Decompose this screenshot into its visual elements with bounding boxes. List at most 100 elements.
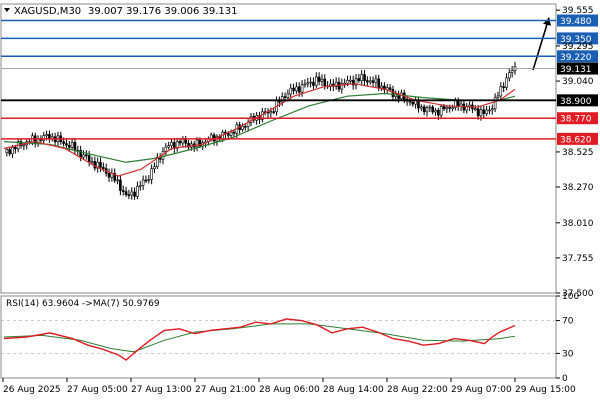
candle-body — [340, 83, 344, 90]
candle-body — [490, 108, 494, 111]
rsi-ma-line — [3, 323, 516, 353]
candle-body — [226, 133, 230, 136]
level-tag-label: 39.131 — [560, 65, 592, 75]
candle-body — [334, 81, 338, 87]
rsi-tick-label: 100 — [562, 292, 579, 302]
candle-body — [269, 111, 273, 114]
candle-body — [317, 76, 321, 82]
collapse-arrow-icon[interactable] — [4, 8, 10, 12]
candle-body — [65, 143, 68, 146]
candle-body — [510, 70, 514, 73]
candle-body — [360, 74, 364, 81]
candle-body — [195, 139, 199, 148]
time-tick-label: 28 Aug 14:00 — [323, 385, 384, 395]
candle-body — [11, 147, 14, 155]
rsi-line — [3, 318, 516, 361]
time-tick-label: 27 Aug 05:00 — [67, 385, 128, 395]
candle-body — [170, 142, 173, 146]
candle-body — [99, 161, 102, 168]
rsi-layer — [1, 318, 556, 361]
candle-body — [90, 161, 94, 163]
candle-body — [5, 149, 9, 153]
candle-body — [141, 179, 145, 186]
candle-body — [82, 154, 85, 158]
candle-body — [67, 145, 71, 148]
price-tick-label: 37.755 — [562, 254, 594, 264]
level-tag-resistance — [557, 14, 598, 27]
candle-body — [505, 77, 508, 88]
candle-body — [366, 80, 369, 83]
candle-body — [314, 76, 318, 86]
candle-body — [323, 78, 327, 87]
candle-body — [102, 166, 105, 169]
candle-body — [320, 78, 324, 82]
rsi-plot-area — [0, 295, 557, 379]
level-tag-pivot — [557, 94, 598, 107]
candle-body — [229, 131, 233, 136]
time-axis: 26 Aug 2025 27 Aug 05:00 27 Aug 13:00 27 Au… — [2, 378, 576, 395]
time-tick-label: 26 Aug 2025 — [3, 385, 61, 395]
candle-body — [119, 179, 122, 191]
rsi-pane: 100 70 30 0 RSI(14) 63.9604 ->MA(7) 50.9769 — [0, 292, 579, 384]
time-tick-label: 27 Aug 21:00 — [195, 385, 256, 395]
ma-fast-line — [3, 83, 516, 177]
level-tag-label: 38.620 — [560, 135, 592, 145]
candle-body — [212, 134, 216, 142]
chart-header-ohlc: 39.007 39.176 39.006 39.131 — [88, 6, 238, 17]
candle-body — [244, 126, 247, 128]
candle-body — [425, 107, 429, 113]
price-tick-label: 39.295 — [562, 42, 594, 52]
candle-body — [181, 139, 185, 144]
price-tick-label: 38.270 — [562, 183, 594, 193]
candle-body — [187, 142, 190, 148]
candle-body — [147, 179, 151, 181]
candle-body — [14, 147, 17, 150]
candle-body — [138, 185, 142, 187]
level-tag-support — [557, 112, 598, 125]
level-tag-current — [557, 62, 598, 75]
candle-body — [249, 116, 253, 123]
candle-body — [289, 87, 293, 95]
candle-body — [377, 78, 381, 89]
candle-body — [508, 72, 511, 79]
candle-body — [87, 155, 91, 162]
candle-body — [476, 108, 480, 117]
candle-body — [422, 106, 426, 113]
price-tick-label: 38.010 — [562, 219, 594, 229]
price-tick-label: 38.525 — [562, 148, 594, 158]
candle-body — [144, 179, 148, 182]
candle-body — [19, 141, 23, 146]
chart-header-symbol: XAGUSD,M30 — [14, 6, 81, 17]
candle-body — [391, 89, 395, 97]
level-tag-resistance — [557, 32, 598, 45]
candle-body — [346, 80, 349, 84]
candle-body — [312, 81, 315, 86]
candle-body — [434, 109, 437, 113]
candle-body — [283, 96, 287, 98]
forecast-arrow-line — [532, 17, 550, 71]
candle-body — [493, 97, 497, 110]
candle-body — [482, 109, 486, 114]
level-tag-label: 38.900 — [560, 97, 592, 107]
candle-body — [198, 139, 202, 147]
rsi-tick-label: 70 — [562, 317, 574, 327]
candle-body — [502, 86, 505, 88]
price-tick-label: 39.555 — [562, 6, 594, 16]
candle-body — [388, 87, 392, 90]
candle-body — [411, 101, 415, 105]
candle-body — [420, 106, 423, 109]
time-tick-label: 27 Aug 13:00 — [131, 385, 192, 395]
candle-body — [448, 107, 452, 109]
candle-body — [93, 161, 97, 169]
candle-body — [371, 80, 375, 83]
candle-body — [130, 191, 134, 196]
price-plot-area — [0, 3, 557, 294]
time-tick-label: 28 Aug 06:00 — [259, 385, 320, 395]
price-layer — [3, 17, 551, 200]
level-tag-label: 39.220 — [560, 53, 592, 63]
candle-body — [42, 135, 46, 141]
candle-body — [8, 149, 11, 155]
candle-body — [127, 194, 131, 196]
candle-body — [178, 141, 182, 144]
candle-body — [445, 107, 449, 110]
